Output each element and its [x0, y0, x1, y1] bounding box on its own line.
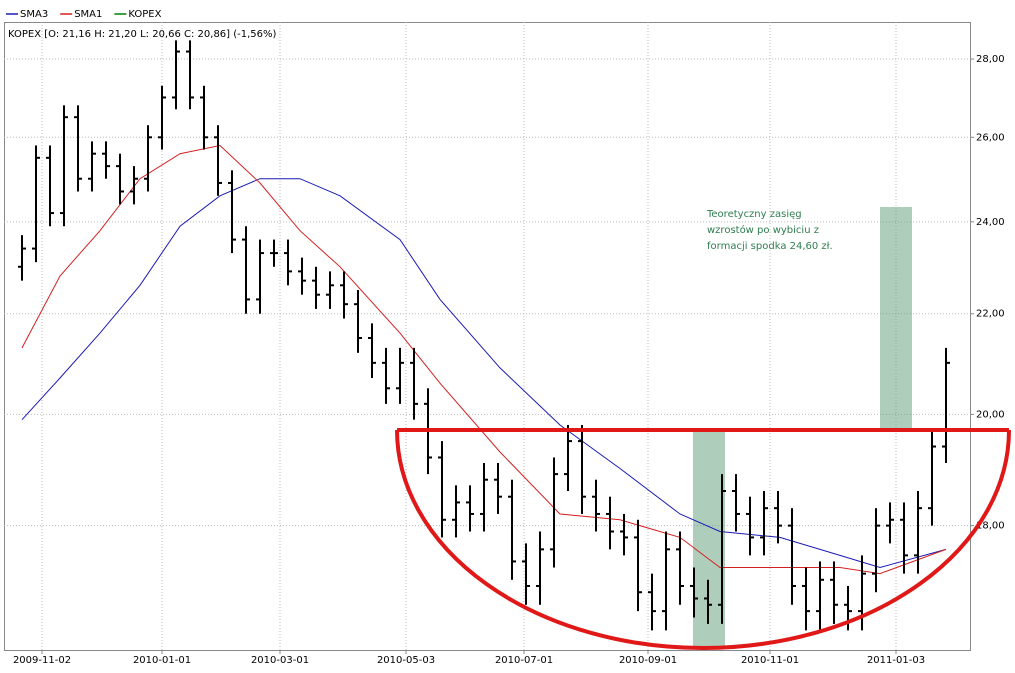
- target-box: [880, 207, 912, 430]
- y-tick-label: 24,00: [976, 217, 1005, 228]
- x-tick-label: 2009-11-02: [13, 655, 71, 666]
- annotation-line: Teoretyczny zasięg: [706, 209, 802, 220]
- x-tick-label: 2010-03-01: [251, 655, 309, 666]
- annotation-line: formacji spodka 24,60 zł.: [707, 241, 833, 252]
- x-tick-label: 2010-09-01: [619, 655, 677, 666]
- annotation: Teoretyczny zasięg wzrostów po wybiciu z f…: [706, 209, 833, 252]
- legend: SMA3 SMA1 KOPEX: [6, 9, 162, 20]
- sma-line: [21, 144, 947, 575]
- y-tick-label: 26,00: [976, 132, 1005, 143]
- legend-label: KOPEX: [128, 9, 161, 20]
- plot-frame: [4, 22, 971, 651]
- y-tick-label: 22,00: [976, 309, 1005, 320]
- x-tick-label: 2010-11-01: [741, 655, 799, 666]
- y-tick-label: 20,00: [976, 409, 1005, 420]
- y-tick-label: 18,00: [976, 521, 1005, 532]
- y-tick-label: 28,00: [976, 54, 1005, 65]
- saucer-pattern: [395, 428, 1011, 650]
- legend-label: SMA3: [20, 9, 48, 20]
- grid: 18,00 20,00 22,00 24,00 26,00 28,00 2009-11-02…: [4, 22, 1005, 666]
- x-tick-label: 2010-07-01: [495, 655, 553, 666]
- x-tick-label: 2010-01-01: [133, 655, 191, 666]
- info-line: KOPEX [O: 21,16 H: 21,20 L: 20,66 C: 20,…: [8, 29, 277, 40]
- annotation-line: wzrostów po wybiciu z: [707, 224, 819, 236]
- legend-label: SMA1: [74, 9, 102, 20]
- sma-line: [21, 178, 947, 569]
- x-tick-label: 2011-01-03: [867, 655, 925, 666]
- x-tick-label: 2010-05-03: [377, 655, 435, 666]
